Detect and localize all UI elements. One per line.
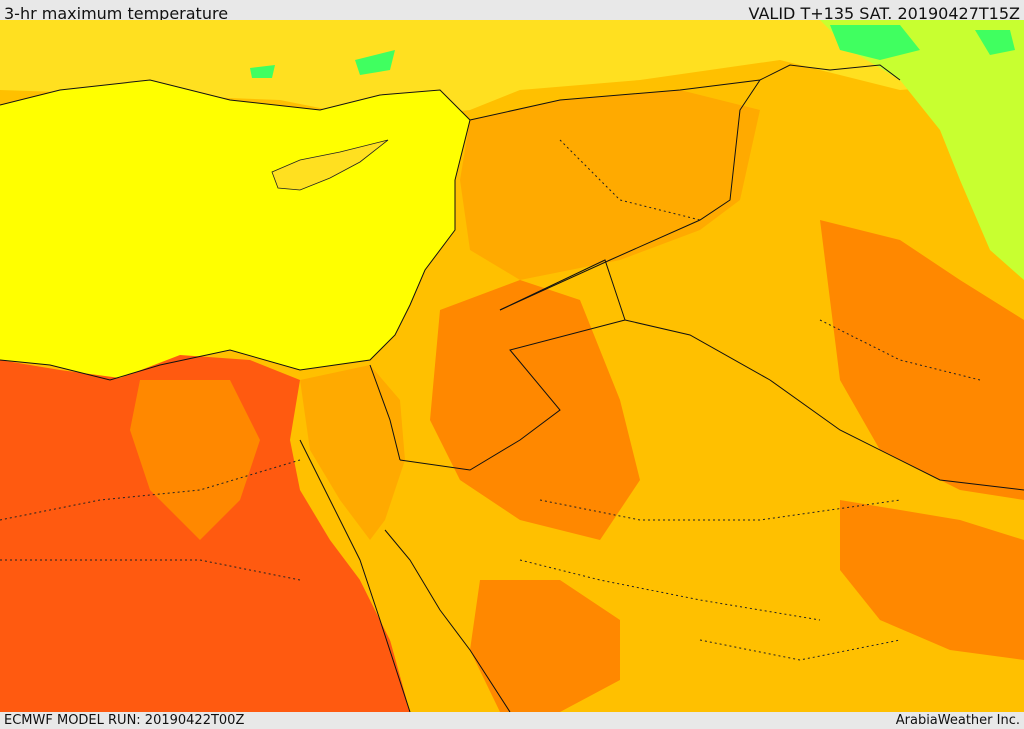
southeast-hot-region [840, 500, 1024, 660]
credit-label: ArabiaWeather Inc. [895, 713, 1020, 728]
arabia-coastline [384, 529, 511, 712]
syria-iraq-border [469, 64, 901, 311]
model-run-label: ECMWF MODEL RUN: 20190422T00Z [4, 713, 245, 728]
northeast-cooler-patch-2 [975, 30, 1015, 55]
jordan-border [399, 259, 626, 471]
red-sea [350, 540, 500, 712]
cyprus-island [271, 139, 389, 191]
north-cool-spot-2 [250, 65, 275, 78]
red-sea-coastline [299, 439, 411, 712]
saudi-iraq-border [624, 319, 1024, 491]
temperature-map [0, 20, 1024, 712]
north-band [0, 20, 1024, 120]
north-cool-spot [355, 50, 395, 75]
levant-coastline [0, 119, 471, 381]
iraq-hot-region [820, 220, 1024, 500]
map-title: 3-hr maximum temperature [4, 4, 229, 23]
egypt-border [369, 364, 401, 461]
northeast-cool-zone [820, 20, 1024, 280]
sinai-region [300, 365, 405, 540]
northeast-cooler-patch [830, 25, 920, 60]
valid-time-label: VALID T+135 SAT. 20190427T15Z [748, 4, 1020, 23]
internal-border-dotted [0, 139, 981, 661]
jordan-hot-band [430, 280, 640, 540]
arabia-patch [470, 580, 620, 712]
syria-region [460, 90, 760, 280]
egypt-patch [130, 380, 260, 540]
turkey-coastline [0, 79, 471, 121]
